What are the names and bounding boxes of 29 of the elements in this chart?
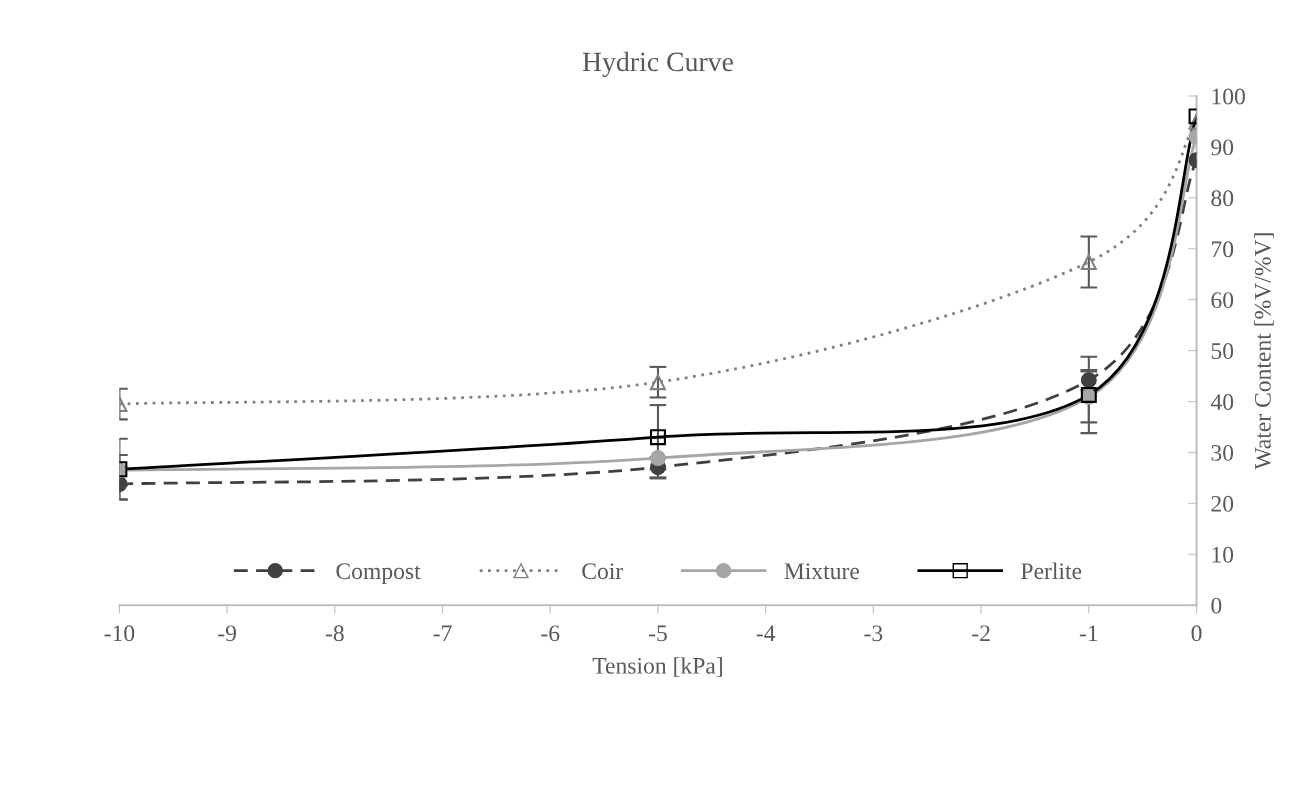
x-axis-title: Tension [kPa] [592,657,722,677]
y-tick-label: 80 [1211,190,1234,207]
x-tick-label: -6 [541,625,560,642]
y-tick-label: 0 [1211,597,1222,614]
x-tick-label: -5 [649,625,667,642]
y-tick-label: 40 [1210,394,1234,410]
y-tick-label: 70 [1211,241,1234,258]
x-tick-label: -2 [972,625,990,642]
y-tick-label: 100 [1212,88,1245,105]
legend-label: Coir [582,563,624,580]
y-tick-label: 30 [1211,444,1234,461]
x-tick-label: -4 [756,625,776,642]
chart-title: Hydric Curve [582,51,733,78]
y-axis-title: Water Content [%V/%V] [1254,233,1274,470]
legend-label: Perlite [1021,562,1082,580]
x-tick-label: -10 [104,625,135,642]
x-tick-label: -8 [325,625,344,642]
legend-label: Compost [336,563,421,584]
x-tick-label: -1 [1079,625,1098,642]
x-tick-label: -9 [218,625,236,642]
x-tick-label: 0 [1191,625,1202,642]
y-tick-label: 50 [1211,343,1234,360]
y-tick-label: 20 [1211,495,1234,512]
y-tick-label: 10 [1212,546,1234,563]
legend-label: Mixture [784,563,860,580]
y-tick-label: 60 [1211,292,1234,309]
y-tick-label: 90 [1211,139,1234,156]
x-tick-label: -3 [864,625,883,642]
x-tick-label: -7 [433,625,452,642]
